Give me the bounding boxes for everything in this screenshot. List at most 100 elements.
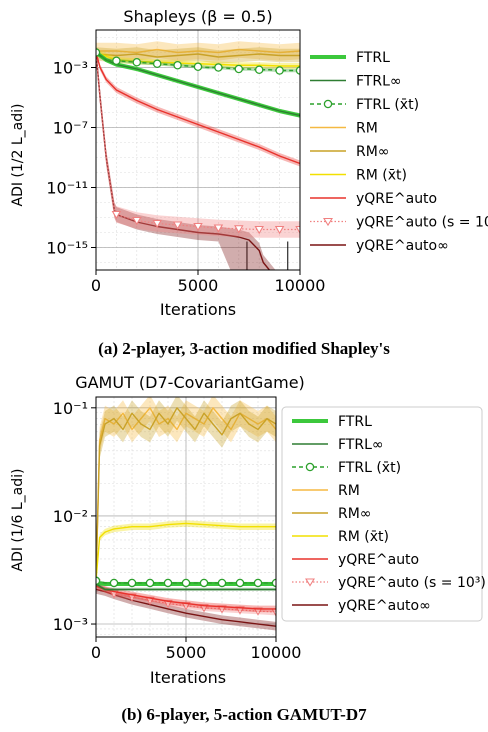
legend-label-qre: yQRE^auto xyxy=(356,191,437,207)
data-point-qre_s xyxy=(132,216,142,226)
chart-b-ylabel: ADI (1/6 L_adi) xyxy=(10,469,26,572)
series-line-rm xyxy=(96,48,300,54)
y-tick-label: 10⁻¹¹ xyxy=(46,179,88,198)
data-point-qre_s xyxy=(172,221,183,230)
chart-a-ylabel: ADI (1/2 L_adi) xyxy=(10,104,26,207)
data-point-ftrl_avg xyxy=(145,578,155,588)
legend-label-qre_inf: yQRE^auto∞ xyxy=(338,598,431,614)
y-tick-label: 10⁻² xyxy=(53,507,88,526)
legend-label-rm_avg: RM (x̄t) xyxy=(356,168,407,184)
series-band-qre xyxy=(96,582,276,613)
legend-label-rm: RM xyxy=(356,121,378,137)
caption-b: (b) 6-player, 5-action GAMUT-D7 xyxy=(121,705,367,724)
chart-a-legend: FTRL FTRL∞ FTRL (x̄t) RM RM∞ RM (x̄t) yQRE^aut… xyxy=(310,50,488,254)
data-point-ftrl_avg xyxy=(181,578,191,588)
series-band-rm_inf xyxy=(96,47,300,64)
series-band-qre_inf xyxy=(96,45,276,270)
y-tick-label: 10⁻³ xyxy=(53,59,88,78)
data-point-ftrl_avg xyxy=(193,62,203,72)
series-line-rm_inf xyxy=(96,407,276,581)
legend-marker xyxy=(323,217,333,227)
series-line-qre xyxy=(96,585,276,610)
chart-shapleys: Shapleys (β = 0.5) 0 5000 10000 10⁻³ 10⁻⁷ 10⁻… xyxy=(10,7,488,319)
chart-a-xlabel: Iterations xyxy=(160,300,236,319)
data-point-qre_s xyxy=(253,607,263,616)
y-tick-label: 10⁻¹ xyxy=(53,399,88,418)
series-band-qre_inf xyxy=(96,585,276,631)
series-band-qre_s xyxy=(96,579,276,616)
series-line-ftrl_inf xyxy=(96,583,276,591)
legend-label-qre: yQRE^auto xyxy=(338,552,419,568)
data-point-ftrl_avg xyxy=(275,66,284,75)
series-line-ftrl_avg xyxy=(96,51,300,72)
data-point-qre_s xyxy=(152,219,162,229)
x-tick-label: 5000 xyxy=(166,643,207,662)
chart-b-title: GAMUT (D7-CovariantGame) xyxy=(75,373,305,392)
data-point-qre_s xyxy=(271,608,276,617)
data-point-ftrl_avg xyxy=(112,56,121,66)
data-point-ftrl_avg xyxy=(152,59,162,69)
series-group xyxy=(96,41,300,270)
series-band-rm_avg xyxy=(96,49,300,69)
data-point-ftrl_avg xyxy=(109,578,119,588)
legend-marker xyxy=(305,462,315,472)
data-point-ftrl_avg xyxy=(253,578,263,588)
grid xyxy=(95,397,277,637)
chart-gamut: GAMUT (D7-CovariantGame) 0 5000 10000 10⁻¹ 1… xyxy=(10,373,486,687)
legend-frame xyxy=(281,406,483,622)
data-point-ftrl_avg xyxy=(234,64,244,74)
series-line-qre_s xyxy=(96,582,276,613)
data-point-qre_s xyxy=(111,210,122,220)
legend-label-ftrl_avg: FTRL (x̄t) xyxy=(356,97,419,113)
data-point-ftrl_avg xyxy=(217,578,227,588)
chart-b-legend: FTRL FTRL∞ FTRL (x̄t) RM RM∞ RM (x̄t) yQRE^aut… xyxy=(281,406,486,622)
data-point-qre_s xyxy=(213,224,224,233)
y-tick-label: 10⁻⁷ xyxy=(53,119,88,138)
legend-label-rm_inf: RM∞ xyxy=(338,506,371,522)
series-line-rm_avg xyxy=(96,522,276,581)
caption-a: (a) 2-player, 3-action modified Shapley'… xyxy=(98,339,390,358)
chart-a-plot-area: 0 5000 10000 10⁻³ 10⁻⁷ 10⁻¹¹ 10⁻¹⁵ xyxy=(46,29,326,295)
data-point-ftrl_avg xyxy=(214,63,223,72)
legend-label-ftrl_inf: FTRL∞ xyxy=(356,74,402,90)
chart-b-plot-area: 0 5000 10000 10⁻¹ 10⁻² 10⁻³ xyxy=(53,396,302,662)
legend-label-rm: RM xyxy=(338,483,360,499)
legend-marker xyxy=(305,578,315,587)
series-band-rm xyxy=(96,397,276,594)
series-band-rm_inf xyxy=(96,397,276,594)
data-point-ftrl_avg xyxy=(254,65,264,75)
series-band-qre xyxy=(96,49,300,167)
data-point-qre_s xyxy=(274,225,285,235)
data-point-ftrl_avg xyxy=(235,578,245,588)
y-tick-label: 10⁻³ xyxy=(53,615,88,634)
data-point-qre_s xyxy=(295,225,300,235)
legend-label-qre_s: yQRE^auto (s = 10³) xyxy=(338,575,486,591)
data-point-ftrl_avg xyxy=(163,578,173,588)
legend-label-qre_s: yQRE^auto (s = 10) xyxy=(356,215,488,231)
data-point-ftrl_avg xyxy=(132,58,142,67)
series-line-rm_inf xyxy=(96,53,300,58)
data-point-ftrl_avg xyxy=(127,578,137,588)
data-point-ftrl_avg xyxy=(199,578,209,588)
legend-marker xyxy=(323,99,333,109)
data-point-qre_s xyxy=(234,225,244,234)
data-point-ftrl_avg xyxy=(173,61,182,70)
series-line-rm xyxy=(96,407,276,581)
legend-label-ftrl_inf: FTRL∞ xyxy=(338,437,384,453)
legend-label-ftrl_avg: FTRL (x̄t) xyxy=(338,460,401,476)
y-tick-label: 10⁻¹⁵ xyxy=(46,239,88,258)
data-point-qre_s xyxy=(193,222,203,232)
chart-a-title: Shapleys (β = 0.5) xyxy=(123,7,272,26)
x-tick-label: 5000 xyxy=(178,276,219,295)
legend-label-qre_inf: yQRE^auto∞ xyxy=(356,238,449,254)
x-tick-label: 10000 xyxy=(251,643,302,662)
series-line-ftrl_inf xyxy=(96,51,300,117)
legend-label-rm_inf: RM∞ xyxy=(356,144,389,160)
x-tick-label: 10000 xyxy=(275,276,326,295)
chart-b-xlabel: Iterations xyxy=(150,668,226,687)
legend-label-ftrl: FTRL xyxy=(338,414,372,430)
x-tick-label: 0 xyxy=(91,276,101,295)
data-point-qre_s xyxy=(254,225,264,235)
legend-label-rm_avg: RM (x̄t) xyxy=(338,529,389,545)
